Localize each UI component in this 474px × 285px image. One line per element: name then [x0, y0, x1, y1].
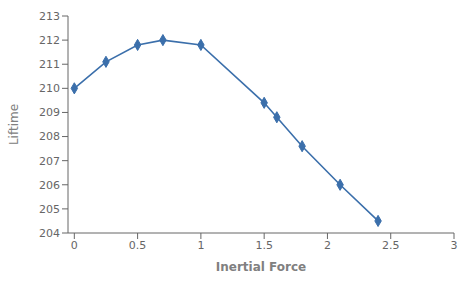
svg-text:Inertial Force: Inertial Force: [216, 260, 306, 274]
svg-text:2: 2: [324, 239, 331, 252]
svg-text:209: 209: [39, 106, 60, 119]
svg-text:1.5: 1.5: [255, 239, 273, 252]
svg-text:0: 0: [71, 239, 78, 252]
svg-text:213: 213: [39, 10, 60, 23]
svg-text:0.5: 0.5: [129, 239, 147, 252]
svg-text:208: 208: [39, 130, 60, 143]
svg-text:2.5: 2.5: [382, 239, 400, 252]
svg-text:204: 204: [39, 227, 60, 240]
svg-text:205: 205: [39, 203, 60, 216]
svg-text:211: 211: [39, 58, 60, 71]
svg-text:1: 1: [197, 239, 204, 252]
svg-text:207: 207: [39, 155, 60, 168]
svg-text:212: 212: [39, 34, 60, 47]
svg-text:3: 3: [451, 239, 458, 252]
svg-text:210: 210: [39, 82, 60, 95]
svg-text:206: 206: [39, 179, 60, 192]
svg-text:Liftime: Liftime: [8, 104, 21, 145]
